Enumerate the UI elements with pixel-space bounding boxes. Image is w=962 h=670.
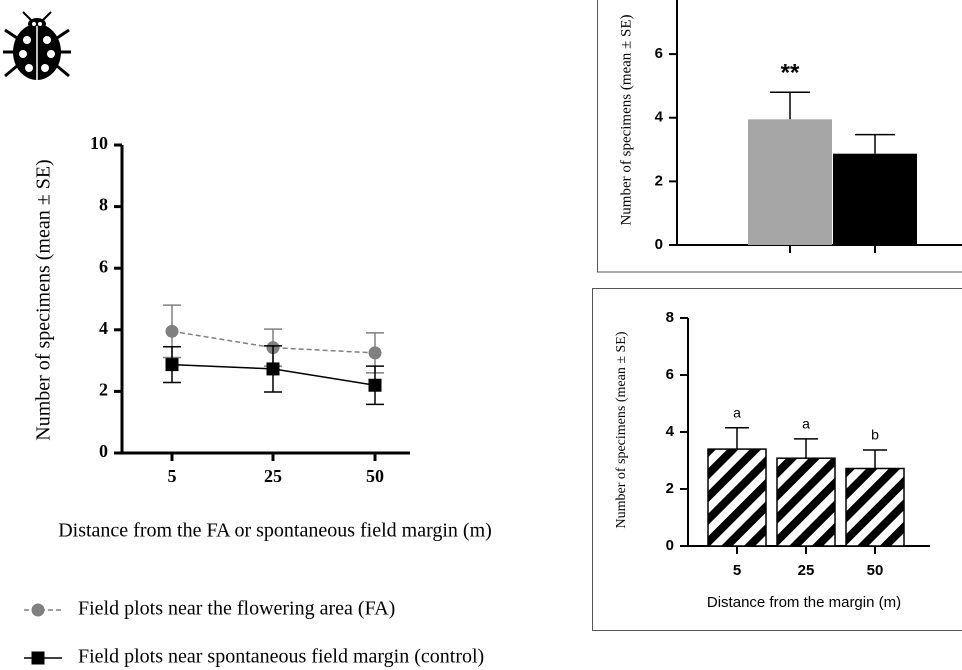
point xyxy=(165,358,179,372)
point xyxy=(368,346,382,360)
point xyxy=(165,324,179,338)
y-axis-label: Number of specimens (mean ± SE) xyxy=(33,159,55,440)
y-tick-label: 8 xyxy=(666,309,674,326)
y-axis-label: Number of specimens (mean ± SE) xyxy=(618,14,634,225)
x-tick-label: 25 xyxy=(798,562,815,579)
ladybug-icon xyxy=(3,11,71,80)
y-axis-label: Number of specimens (mean ± SE) xyxy=(614,331,629,528)
y-tick-label: 4 xyxy=(99,318,108,338)
x-tick-label: 5 xyxy=(733,562,741,579)
x-tick-label: 50 xyxy=(867,562,884,579)
legend-marker xyxy=(31,603,45,617)
bar xyxy=(776,457,836,547)
y-tick-label: 2 xyxy=(655,172,663,189)
legend-marker xyxy=(31,651,45,665)
y-tick-label: 6 xyxy=(666,366,674,383)
annotation: a xyxy=(733,404,741,420)
y-tick-label: 4 xyxy=(655,109,664,126)
y-tick-label: 0 xyxy=(666,537,674,554)
bar xyxy=(707,448,767,547)
y-tick-label: 0 xyxy=(655,236,663,253)
bar xyxy=(748,119,832,245)
annotation: a xyxy=(802,416,810,432)
panel-frame xyxy=(597,0,962,273)
legend-label: Field plots near spontaneous field margi… xyxy=(78,646,484,668)
annotation: ** xyxy=(781,60,800,87)
point xyxy=(368,378,382,392)
y-tick-label: 2 xyxy=(99,380,108,400)
y-tick-label: 6 xyxy=(99,256,108,276)
y-tick-label: 0 xyxy=(99,441,108,461)
y-tick-label: 8 xyxy=(99,195,108,215)
panel-frame xyxy=(592,288,962,631)
bar xyxy=(845,467,905,547)
bar xyxy=(833,153,917,245)
point xyxy=(266,362,280,376)
y-tick-label: 4 xyxy=(666,423,675,440)
series-line xyxy=(171,330,376,354)
x-tick-label: 25 xyxy=(264,466,282,486)
x-tick-label: 50 xyxy=(366,466,384,486)
y-tick-label: 2 xyxy=(666,480,674,497)
legend-label: Field plots near the flowering area (FA) xyxy=(78,598,395,620)
x-axis-label: Distance from the margin (m) xyxy=(707,594,901,611)
y-tick-label: 10 xyxy=(90,133,108,153)
y-tick-label: 6 xyxy=(655,45,663,62)
annotation: b xyxy=(871,427,879,443)
x-tick-label: 5 xyxy=(168,466,177,486)
x-axis-label: Distance from the FA or spontaneous fiel… xyxy=(58,520,492,542)
